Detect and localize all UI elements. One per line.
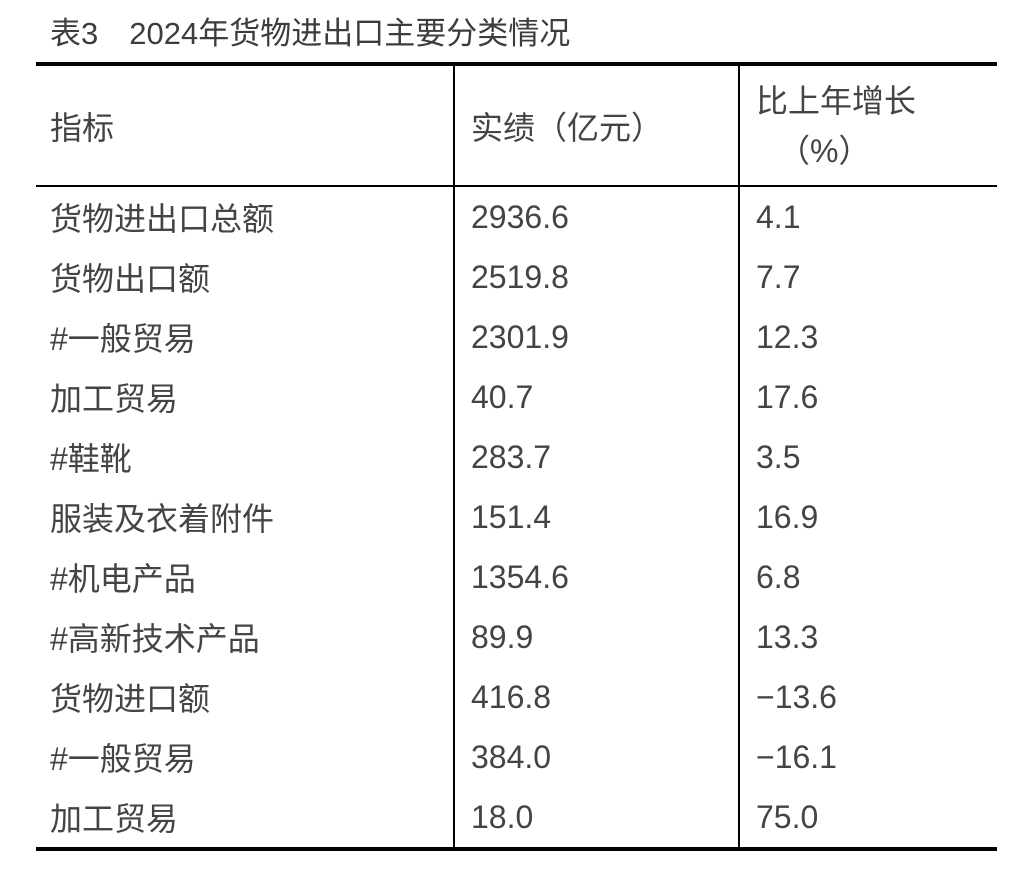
table-row: #一般贸易 2301.9 12.3 [36, 307, 997, 367]
header-growth: 比上年增长 （%） [738, 64, 997, 187]
indicator-cell: 货物进口额 [50, 681, 211, 717]
table-header: 指标 实绩（亿元） 比上年增长 （%） [36, 64, 997, 187]
import-export-table: 指标 实绩（亿元） 比上年增长 （%） 货物进出口总额 2936.6 4.1 货… [36, 62, 997, 851]
growth-cell: 7.7 [738, 247, 997, 307]
header-growth-line1: 比上年增长 [756, 82, 917, 119]
indicator-cell: 加工贸易 [50, 801, 179, 837]
indicator-cell: #机电产品 [50, 561, 196, 597]
indicator-cell: #一般贸易 [50, 741, 196, 777]
table-row: #机电产品 1354.6 6.8 [36, 547, 997, 607]
table-row: 加工贸易 40.7 17.6 [36, 367, 997, 427]
growth-cell: 17.6 [738, 367, 997, 427]
growth-cell: 4.1 [738, 186, 997, 247]
growth-cell: 75.0 [738, 787, 997, 849]
growth-cell: 13.3 [738, 607, 997, 667]
indicator-cell: 服装及衣着附件 [50, 501, 275, 537]
header-value: 实绩（亿元） [453, 64, 739, 187]
table-row: 货物进出口总额 2936.6 4.1 [36, 186, 997, 247]
table-body: 货物进出口总额 2936.6 4.1 货物出口额 2519.8 7.7 #一般贸… [36, 186, 997, 849]
table-row: #一般贸易 384.0 −16.1 [36, 727, 997, 787]
table-row: #高新技术产品 89.9 13.3 [36, 607, 997, 667]
value-cell: 1354.6 [453, 547, 739, 607]
header-indicator: 指标 [36, 64, 454, 187]
value-cell: 40.7 [453, 367, 739, 427]
indicator-cell: #高新技术产品 [50, 621, 260, 657]
table-row: #鞋靴 283.7 3.5 [36, 427, 997, 487]
growth-cell: 6.8 [738, 547, 997, 607]
indicator-cell: 加工贸易 [50, 381, 179, 417]
table-row: 加工贸易 18.0 75.0 [36, 787, 997, 849]
value-cell: 384.0 [453, 727, 739, 787]
value-cell: 2519.8 [453, 247, 739, 307]
value-cell: 2936.6 [453, 186, 739, 247]
indicator-cell: #鞋靴 [50, 441, 132, 477]
growth-cell: −13.6 [738, 667, 997, 727]
value-cell: 18.0 [453, 787, 739, 849]
indicator-cell: 货物出口额 [50, 261, 211, 297]
value-cell: 151.4 [453, 487, 739, 547]
table-row: 货物进口额 416.8 −13.6 [36, 667, 997, 727]
growth-cell: 3.5 [738, 427, 997, 487]
growth-cell: 12.3 [738, 307, 997, 367]
indicator-cell: 货物进出口总额 [50, 201, 275, 237]
value-cell: 416.8 [453, 667, 739, 727]
growth-cell: 16.9 [738, 487, 997, 547]
growth-cell: −16.1 [738, 727, 997, 787]
indicator-cell: #一般贸易 [50, 321, 196, 357]
value-cell: 283.7 [453, 427, 739, 487]
table-row: 服装及衣着附件 151.4 16.9 [36, 487, 997, 547]
table-row: 货物出口额 2519.8 7.7 [36, 247, 997, 307]
header-row: 指标 实绩（亿元） 比上年增长 （%） [36, 64, 997, 187]
table-title: 表3 2024年货物进出口主要分类情况 [50, 16, 571, 51]
header-growth-line2: （%） [778, 132, 871, 169]
value-cell: 89.9 [453, 607, 739, 667]
value-cell: 2301.9 [453, 307, 739, 367]
